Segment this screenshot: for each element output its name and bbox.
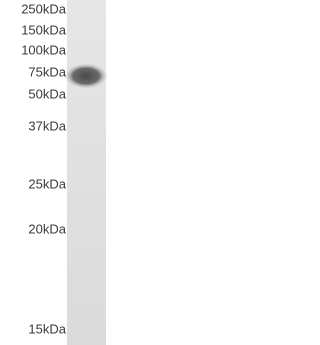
marker-label: 75kDa <box>28 64 66 79</box>
marker-label: 37kDa <box>28 118 66 133</box>
blot-figure: 250kDa 150kDa 100kDa 75kDa 50kDa 37kDa 25kDa 20… <box>21 0 108 345</box>
marker-label: 25kDa <box>28 176 66 191</box>
marker-label: 250kDa <box>21 1 67 16</box>
marker-label: 150kDa <box>21 22 67 37</box>
marker-label: 15kDa <box>28 321 66 336</box>
lane <box>67 0 106 345</box>
marker-label: 100kDa <box>21 42 67 57</box>
marker-labels: 250kDa 150kDa 100kDa 75kDa 50kDa 37kDa 25kDa 20… <box>21 1 67 336</box>
marker-label: 20kDa <box>28 221 66 236</box>
page: 250kDa 150kDa 100kDa 75kDa 50kDa 37kDa 25kDa 20… <box>0 0 109 345</box>
marker-label: 50kDa <box>28 86 66 101</box>
band <box>64 63 108 89</box>
